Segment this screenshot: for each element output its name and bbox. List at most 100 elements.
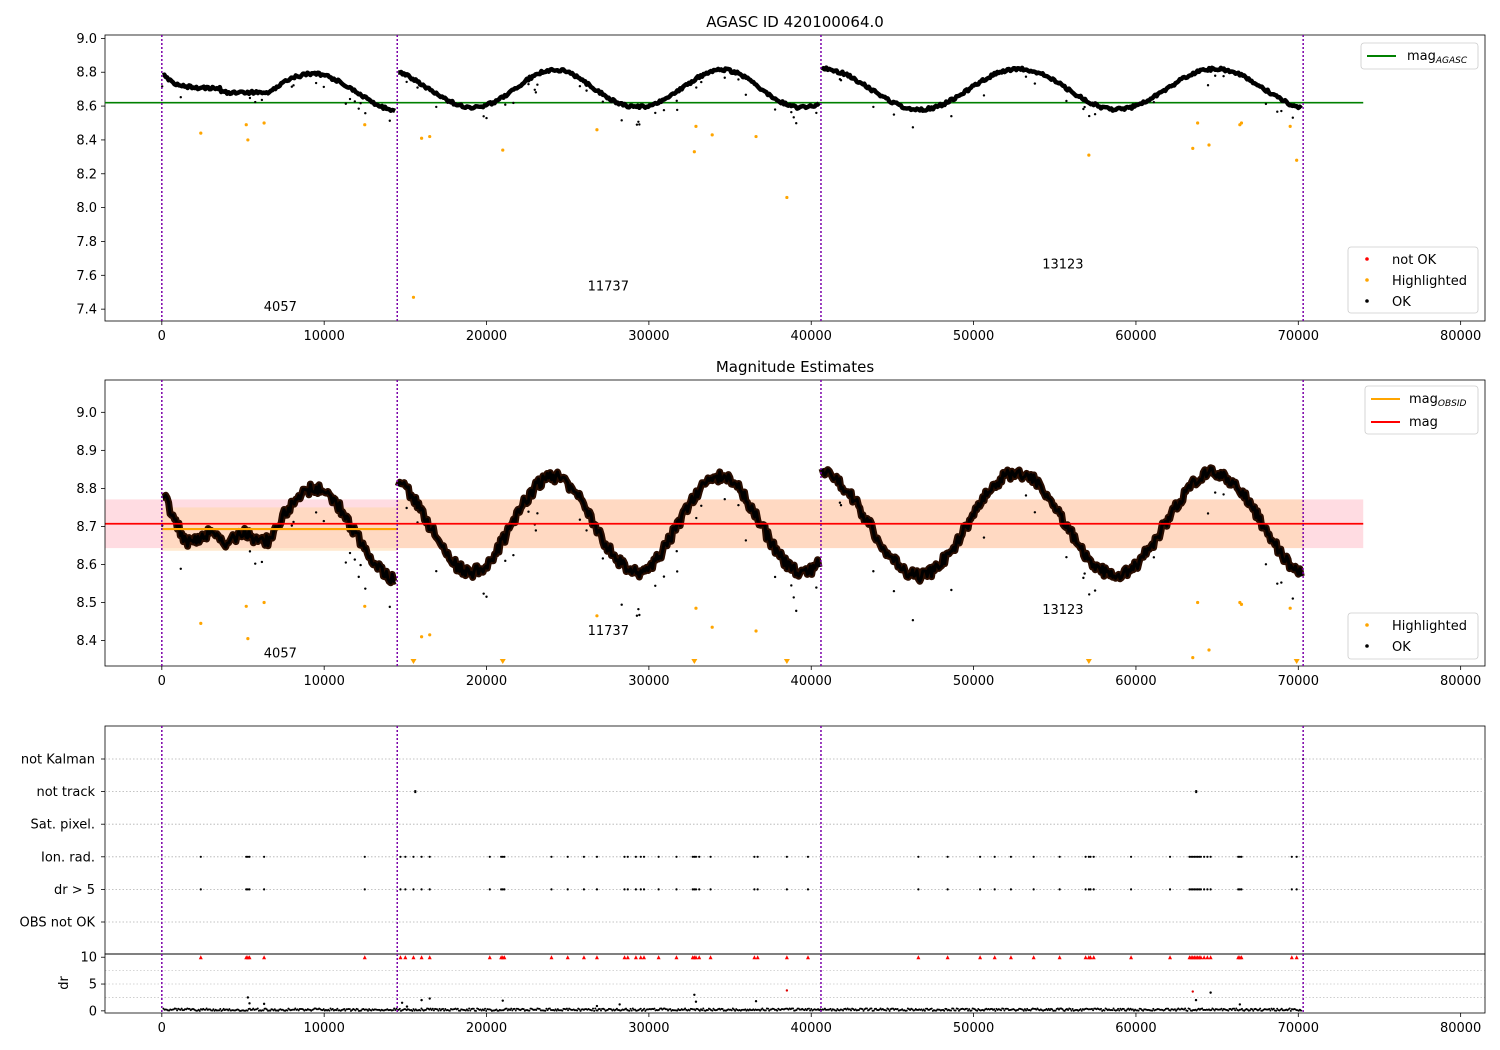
dr-gt-5-flag: [1191, 888, 1194, 891]
dr-point: [776, 1009, 779, 1012]
ok-point: [482, 115, 485, 118]
ok-point: [578, 85, 582, 88]
dr-point: [1268, 1007, 1271, 1010]
x-tick-label: 10000: [303, 329, 344, 344]
dr-point: [1103, 1009, 1106, 1012]
legend-label-sub: AGASC: [1435, 56, 1468, 66]
dr-point: [767, 1007, 770, 1010]
highlighted-below-axis-marker: [1293, 659, 1300, 664]
ok-point: [405, 80, 408, 84]
dr-point: [624, 1007, 627, 1010]
ok-point: [1024, 494, 1028, 497]
dr-point: [1220, 1007, 1223, 1010]
dr-gt-5-flag: [1089, 888, 1092, 891]
y-tick-label: dr > 5: [54, 883, 95, 898]
ok-point: [585, 89, 588, 92]
highlighted-point: [754, 134, 758, 139]
x-tick-label: 0: [158, 1021, 166, 1036]
dr-point: [395, 1007, 398, 1010]
ok-point: [744, 93, 748, 96]
dr-point: [1276, 1007, 1279, 1010]
dr-gt-5-flag: [1194, 888, 1198, 891]
dr-point: [1280, 1007, 1283, 1010]
magnitude-estimates-panel: Magnitude Estimates 0 10000 20000 30000 4000…: [76, 358, 1486, 689]
dr-point: [222, 1007, 225, 1010]
dr-point: [567, 1009, 570, 1012]
ok-point: [314, 511, 318, 514]
dr-point: [482, 1009, 485, 1012]
ok-point: [1083, 105, 1086, 109]
ok-point: [248, 96, 252, 100]
ok-point: [179, 567, 182, 570]
y-tick-label: 7.4: [76, 303, 97, 318]
dr-gt-5-flag: [1295, 888, 1298, 891]
dr-gt-5-flag: [1290, 888, 1293, 891]
ok-point: [1033, 511, 1037, 514]
dr-point: [538, 1007, 541, 1010]
highlighted-point: [246, 138, 250, 142]
x-tick-label: 50000: [953, 674, 994, 689]
dr-point: [1090, 1007, 1093, 1010]
dr-overflow-marker: [1205, 955, 1210, 960]
dr-point: [176, 1009, 179, 1012]
y-tick-label: 8.9: [76, 444, 97, 459]
ok-point: [982, 94, 986, 97]
ion-rad-flag: [917, 855, 920, 858]
dr-point: [1079, 1008, 1082, 1011]
dr-point: [1210, 1008, 1213, 1011]
obsid-label: 11737: [588, 624, 629, 639]
dr-point: [472, 1007, 475, 1010]
dr-overflow-marker: [784, 955, 789, 960]
ion-rad-flag: [1087, 855, 1090, 858]
dr-point: [1275, 1009, 1278, 1012]
ok-point: [773, 108, 777, 111]
dr-point: [653, 1007, 656, 1010]
dr-overflow-marker: [502, 955, 507, 960]
ion-rad-flag: [199, 855, 202, 858]
ok-point: [638, 123, 641, 126]
dr-overflow-marker: [916, 955, 921, 960]
dr-point: [875, 1007, 878, 1010]
ion-rad-flag: [263, 855, 266, 858]
dr-gt-5-flag: [501, 888, 504, 891]
ion-rad-flag: [1032, 855, 1035, 858]
dr-point: [1137, 1009, 1140, 1012]
ok-point: [637, 120, 640, 124]
dr-point: [256, 1007, 259, 1010]
highlighted-point: [1288, 606, 1292, 610]
ion-rad-flag: [657, 855, 660, 858]
dr-point: [1023, 1008, 1026, 1011]
x-tick-label: 80000: [1440, 674, 1481, 689]
x-tick-label: 80000: [1440, 329, 1481, 344]
x-tick-label: 30000: [628, 329, 669, 344]
dr-point: [1118, 1009, 1121, 1012]
highlighted-point: [1196, 600, 1200, 605]
ok-point: [675, 550, 678, 553]
dr-point: [945, 1008, 948, 1011]
dr-point: [442, 1007, 445, 1010]
x-tick-label: 20000: [466, 674, 507, 689]
ion-rad-flag: [1199, 855, 1202, 858]
dr-gt-5-flag: [1198, 888, 1201, 891]
dr-point: [459, 1009, 462, 1012]
ok-point: [662, 108, 666, 112]
ok-point: [950, 588, 953, 592]
dr-overflow-marker: [362, 955, 367, 960]
dr-overflow-marker: [247, 955, 252, 960]
ion-rad-flag: [1058, 855, 1061, 858]
legend-label: mag: [1409, 415, 1438, 430]
ok-point: [1033, 82, 1037, 85]
ok-point: [675, 108, 679, 112]
ion-rad-flag: [639, 855, 642, 858]
highlighted-point: [419, 136, 424, 140]
dr-overflow-marker: [1083, 955, 1088, 960]
ok-point: [662, 575, 666, 578]
ok-point: [388, 119, 391, 122]
ok-point: [388, 605, 391, 609]
ok-point: [534, 91, 538, 94]
dr-overflow-marker: [633, 955, 638, 960]
dr-point: [576, 1009, 579, 1012]
ion-rad-flag: [1193, 855, 1196, 858]
ok-point: [534, 529, 538, 532]
